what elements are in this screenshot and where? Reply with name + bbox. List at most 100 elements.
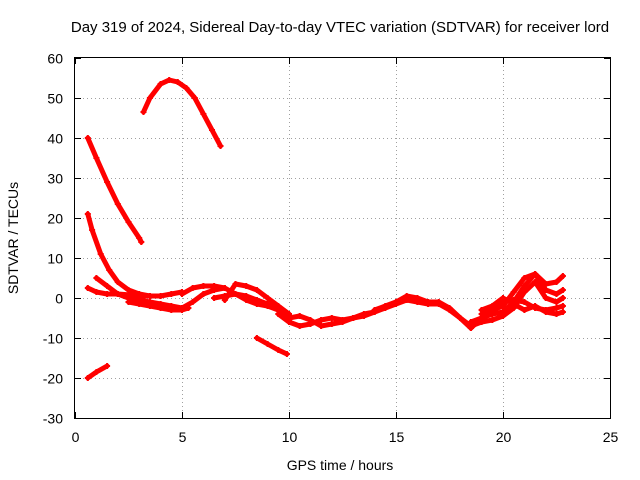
data-point [232, 281, 239, 287]
series-arc5 [254, 335, 290, 357]
data-point [553, 311, 560, 317]
data-point [104, 291, 111, 297]
series-arc16 [468, 271, 566, 325]
data-point [532, 271, 539, 277]
data-point [200, 291, 207, 297]
data-point [114, 201, 121, 207]
data-point [307, 317, 314, 323]
data-point [179, 307, 185, 313]
data-point [136, 301, 143, 307]
series-arc2 [141, 77, 223, 149]
data-point [221, 285, 228, 291]
data-point [500, 299, 506, 305]
data-point [500, 313, 506, 319]
data-point [403, 293, 410, 299]
series-layer [84, 77, 566, 381]
data-point [296, 313, 303, 319]
data-point [200, 283, 207, 289]
data-point [478, 319, 485, 325]
data-point [296, 323, 303, 329]
data-point [283, 351, 290, 357]
data-point [510, 297, 517, 303]
data-point [211, 295, 218, 301]
data-point [542, 295, 549, 301]
x-axis-label: GPS time / hours [287, 457, 394, 473]
data-point [521, 275, 528, 281]
y-tick-label: -20 [43, 371, 63, 387]
data-point [138, 239, 145, 245]
data-point [93, 155, 100, 161]
data-point [559, 295, 566, 301]
data-point [243, 293, 250, 299]
data-point [489, 311, 496, 317]
data-point [559, 273, 566, 279]
data-point [106, 267, 113, 273]
data-point [393, 299, 399, 305]
data-point [232, 291, 239, 297]
data-point [93, 289, 100, 295]
x-tick-label: 5 [179, 429, 187, 445]
data-point [532, 279, 539, 285]
data-point [157, 293, 164, 299]
data-point [84, 285, 91, 291]
data-point [286, 315, 292, 321]
data-point [185, 305, 192, 311]
data-point [189, 299, 196, 305]
data-point [221, 293, 228, 299]
data-point [264, 341, 271, 347]
data-point [275, 311, 282, 317]
chart-title: Day 319 of 2024, Sidereal Day-to-day VTE… [71, 19, 609, 36]
data-point [84, 211, 91, 217]
data-point [328, 315, 335, 321]
data-point [140, 109, 147, 115]
data-point [553, 305, 560, 311]
data-point [243, 283, 250, 289]
data-point [166, 77, 173, 83]
data-point [146, 303, 153, 309]
data-point [93, 369, 100, 375]
data-point [191, 95, 198, 101]
data-point [89, 227, 96, 233]
x-tick-label: 15 [389, 429, 405, 445]
data-point [168, 307, 175, 313]
data-point [467, 323, 474, 329]
data-point [457, 315, 464, 321]
ticks: 0 5 10 15 20 25 -30 -20 -10 0 10 20 30 40 50 60 [43, 51, 619, 446]
data-point [168, 291, 175, 297]
data-point [553, 299, 560, 305]
data-point [146, 293, 153, 299]
y-tick-label: 60 [47, 51, 63, 67]
data-point [179, 291, 185, 297]
data-point [510, 289, 517, 295]
data-point [553, 291, 560, 297]
data-point [435, 299, 442, 305]
y-tick-label: 30 [47, 171, 63, 187]
y-tick-label: 10 [47, 251, 63, 267]
grid [75, 58, 610, 418]
data-point [542, 287, 549, 293]
data-point [104, 363, 111, 369]
data-point [521, 289, 528, 295]
y-tick-label: 40 [47, 131, 63, 147]
data-point [478, 311, 485, 317]
data-point [542, 307, 549, 313]
data-point [104, 283, 111, 289]
data-point [360, 311, 367, 317]
data-point [209, 127, 215, 133]
data-point [371, 307, 378, 313]
y-tick-label: -30 [43, 411, 63, 427]
x-tick-label: 10 [282, 429, 298, 445]
data-point [339, 319, 346, 325]
data-point [264, 295, 271, 301]
data-point [553, 279, 560, 285]
data-point [157, 305, 164, 311]
data-point [253, 287, 260, 293]
data-point [318, 323, 325, 329]
data-point [125, 299, 132, 305]
data-point [93, 275, 100, 281]
data-point [275, 347, 282, 353]
data-point [521, 283, 528, 289]
y-tick-label: 20 [47, 211, 63, 227]
data-point [217, 143, 224, 149]
